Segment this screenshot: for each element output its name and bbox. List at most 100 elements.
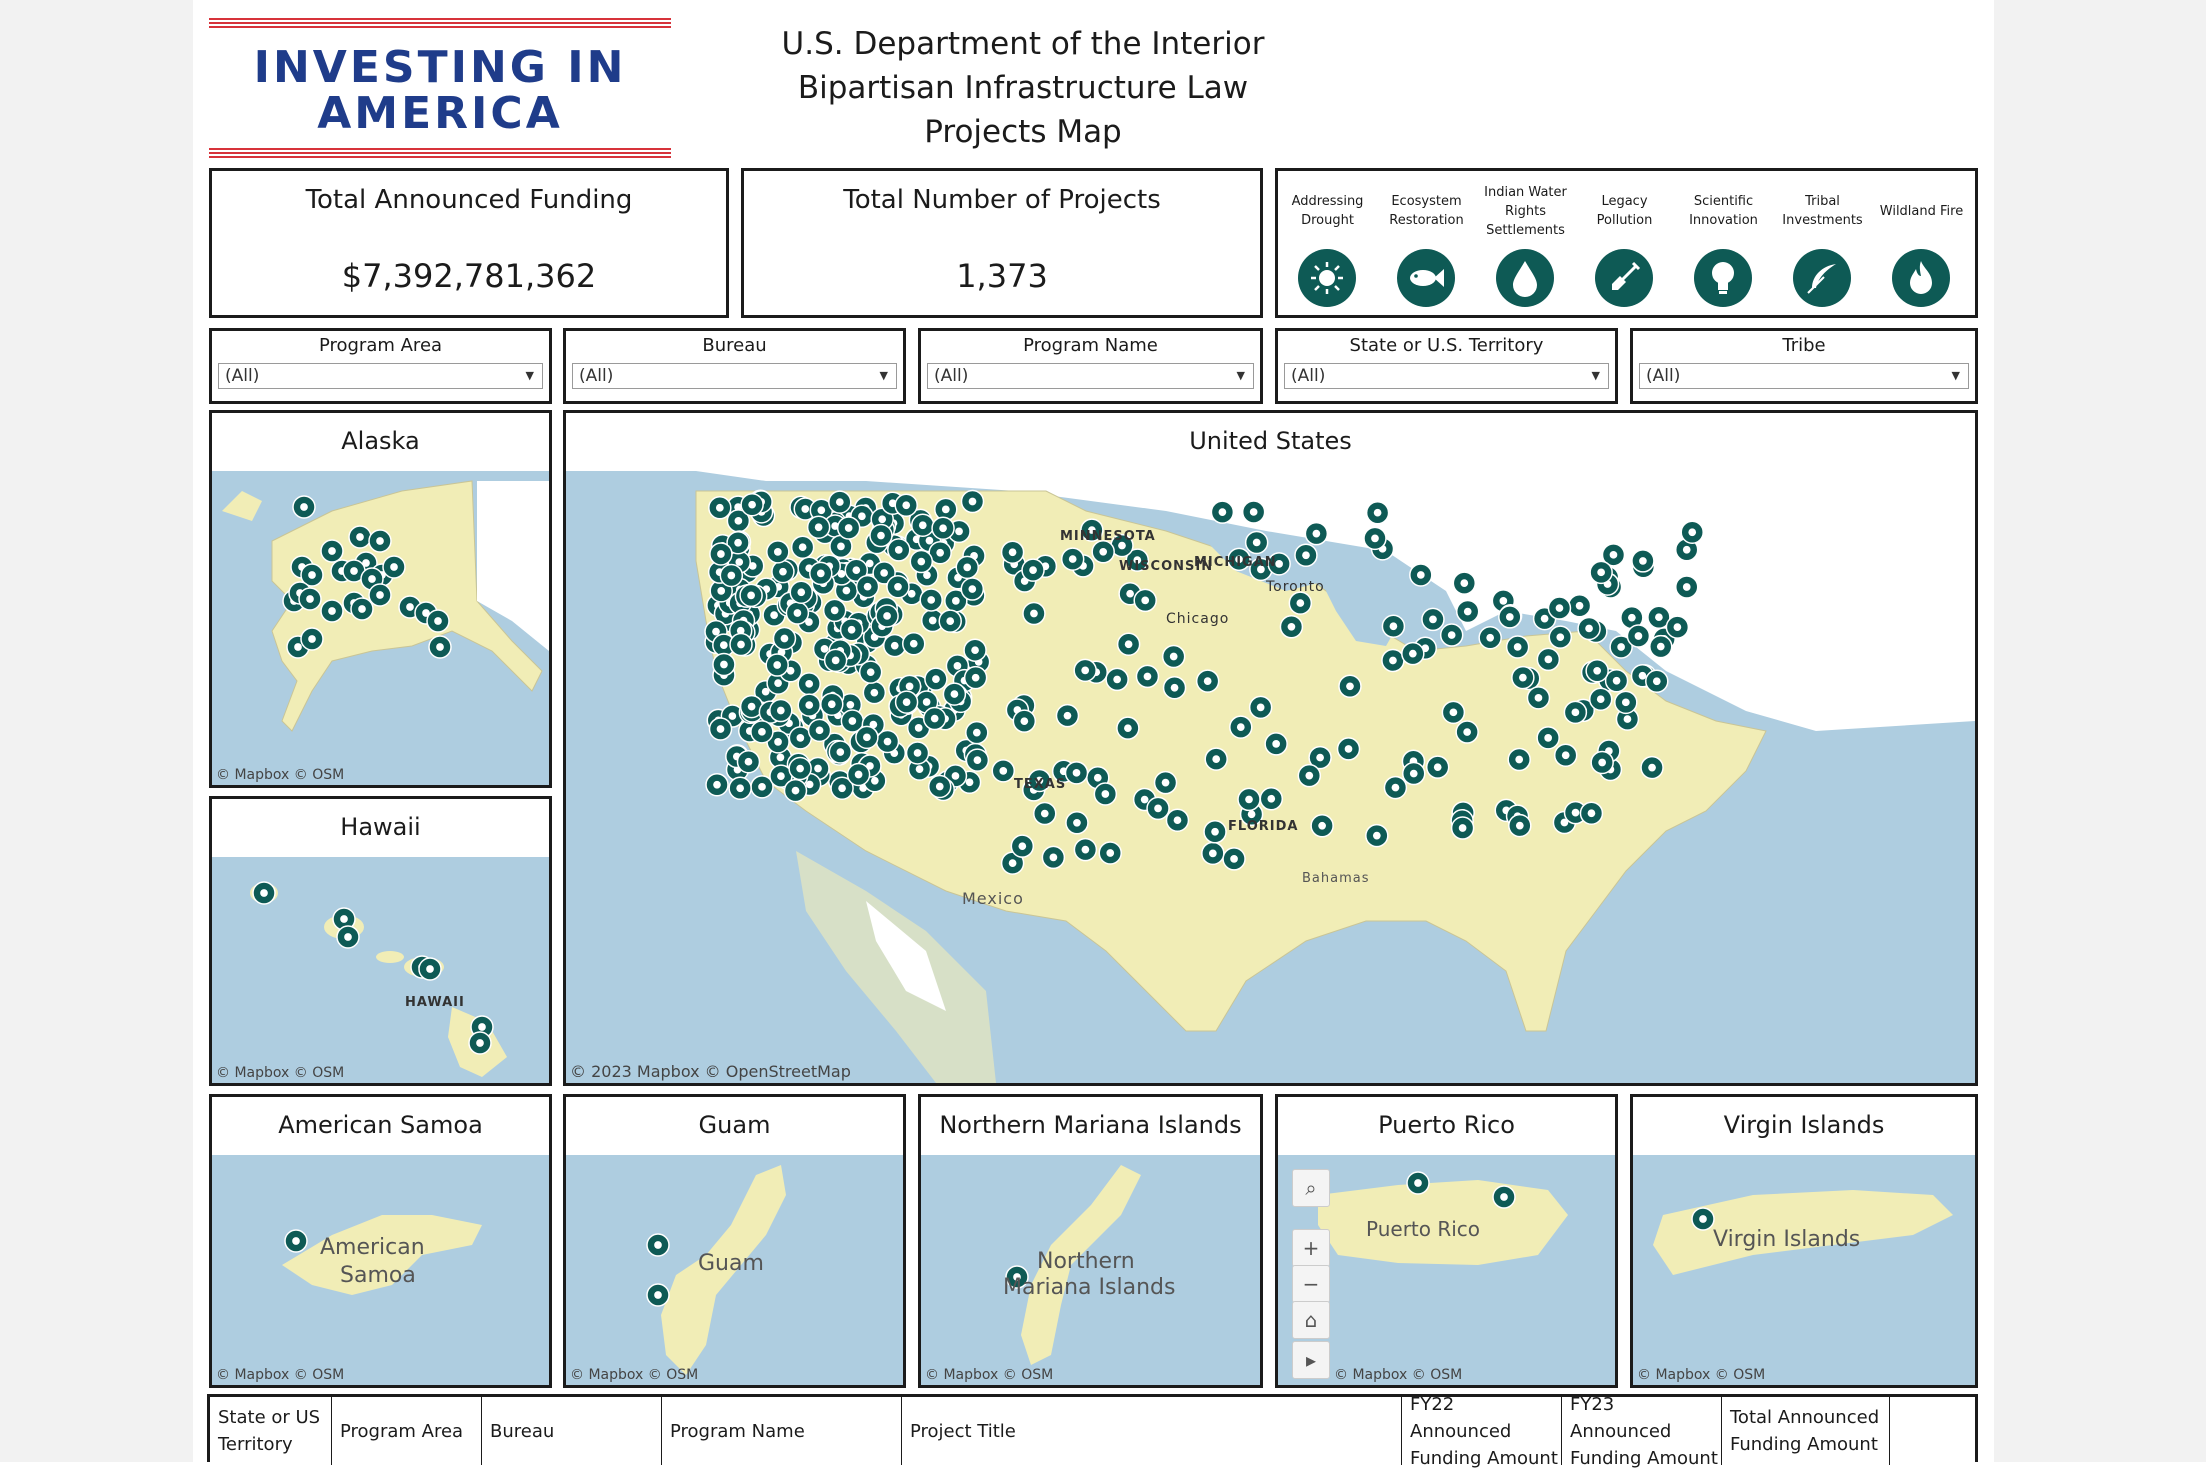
island-label: Guam bbox=[698, 1251, 764, 1276]
project-marker-glyph bbox=[1609, 550, 1618, 559]
project-marker-glyph bbox=[827, 700, 836, 709]
column-header[interactable]: Project Title bbox=[902, 1397, 1402, 1465]
island-label: Samoa bbox=[340, 1263, 416, 1288]
project-marker-glyph bbox=[1252, 538, 1261, 547]
guam-map[interactable]: Guam © Mapbox © OSM bbox=[566, 1155, 903, 1385]
project-marker-glyph bbox=[747, 702, 756, 711]
project-marker-glyph bbox=[965, 778, 974, 787]
project-marker-glyph bbox=[1556, 633, 1565, 642]
search-map-icon[interactable]: ⌕ bbox=[1292, 1169, 1330, 1207]
project-marker-glyph bbox=[968, 497, 977, 506]
caret-down-icon: ▼ bbox=[525, 369, 534, 382]
project-marker-glyph bbox=[1230, 855, 1238, 863]
project-marker-glyph bbox=[736, 784, 744, 793]
legend-label: Tribal Investments bbox=[1782, 194, 1863, 228]
project-marker-glyph bbox=[925, 536, 934, 545]
project-marker-glyph bbox=[1560, 818, 1569, 827]
title-line-3: Projects Map bbox=[924, 114, 1122, 150]
column-header[interactable]: Total Announced Funding Amount bbox=[1722, 1397, 1890, 1465]
us-map[interactable]: MINNESOTA WISCONSIN MICHIGAN Toronto Chi… bbox=[566, 471, 1975, 1083]
project-marker-glyph bbox=[1302, 551, 1310, 560]
legend-addressing-drought[interactable]: Addressing Drought bbox=[1278, 171, 1377, 317]
legend-legacy-pollution[interactable]: Legacy Pollution bbox=[1575, 171, 1674, 317]
project-marker-glyph bbox=[776, 706, 785, 715]
map-attribution: © Mapbox © OSM bbox=[1637, 1367, 1766, 1383]
legend-tribal-investments[interactable]: Tribal Investments bbox=[1773, 171, 1872, 317]
project-marker-glyph bbox=[814, 764, 822, 773]
project-marker-glyph bbox=[1316, 753, 1324, 762]
legend-wildland-fire[interactable]: Wildland Fire bbox=[1872, 171, 1971, 317]
bureau-dropdown[interactable]: (All) ▼ bbox=[572, 363, 897, 389]
virgin-islands-map[interactable]: Virgin Islands © Mapbox © OSM bbox=[1633, 1155, 1975, 1385]
zoom-in-button[interactable]: + bbox=[1292, 1229, 1330, 1267]
project-marker-glyph bbox=[1088, 526, 1096, 534]
project-marker-glyph bbox=[951, 597, 960, 605]
alaska-map[interactable]: © Mapbox © OSM bbox=[212, 471, 549, 785]
project-marker-glyph bbox=[770, 611, 778, 619]
project-marker-glyph bbox=[866, 668, 875, 677]
project-marker-glyph bbox=[1169, 652, 1178, 661]
legend-ecosystem-restoration[interactable]: Ecosystem Restoration bbox=[1377, 171, 1476, 317]
project-marker-glyph bbox=[1008, 859, 1017, 867]
project-marker-glyph bbox=[1113, 675, 1121, 684]
state-territory-dropdown[interactable]: (All) ▼ bbox=[1284, 363, 1609, 389]
project-marker-glyph bbox=[1118, 541, 1126, 550]
project-marker-glyph bbox=[717, 586, 726, 595]
american-samoa-map[interactable]: American Samoa © Mapbox © OSM bbox=[212, 1155, 549, 1385]
virgin-islands-map-panel: Virgin Islands Virgin Islands © Mapbox ©… bbox=[1630, 1094, 1978, 1388]
project-marker-glyph bbox=[973, 756, 982, 764]
project-marker-glyph bbox=[963, 563, 972, 572]
logo-top-stripes bbox=[209, 18, 671, 28]
project-marker-glyph bbox=[1161, 778, 1170, 787]
filter-tribe: Tribe (All) ▼ bbox=[1630, 328, 1978, 404]
project-marker-glyph bbox=[773, 548, 782, 556]
column-header[interactable]: FY22 Announced Funding Amount bbox=[1402, 1394, 1562, 1469]
column-header[interactable]: State or US Territory bbox=[210, 1397, 332, 1465]
project-marker-glyph bbox=[358, 605, 366, 613]
column-header[interactable]: Bureau bbox=[482, 1397, 662, 1465]
filter-label: Program Name bbox=[1023, 335, 1158, 356]
hawaii-map-panel: Hawaii HAWAII © Mapbox © OSM bbox=[209, 796, 552, 1086]
program-name-dropdown[interactable]: (All) ▼ bbox=[927, 363, 1254, 389]
tribe-dropdown[interactable]: (All) ▼ bbox=[1639, 363, 1969, 389]
home-icon[interactable]: ⌂ bbox=[1292, 1301, 1330, 1339]
project-marker-glyph bbox=[436, 643, 444, 651]
project-marker-glyph bbox=[737, 640, 745, 649]
hawaii-map[interactable]: HAWAII © Mapbox © OSM bbox=[212, 857, 549, 1083]
project-marker-glyph bbox=[902, 501, 911, 510]
legend-scientific-innovation[interactable]: Scientific Innovation bbox=[1674, 171, 1773, 317]
project-marker-glyph bbox=[1460, 579, 1469, 587]
play-icon[interactable]: ▸ bbox=[1292, 1341, 1330, 1379]
project-marker-glyph bbox=[917, 557, 926, 566]
project-marker-glyph bbox=[1154, 804, 1162, 813]
filter-label: Bureau bbox=[702, 335, 767, 356]
project-marker-glyph bbox=[890, 641, 899, 650]
legend-label: Scientific Innovation bbox=[1689, 194, 1758, 228]
project-marker-glyph bbox=[883, 737, 892, 746]
project-marker-glyph bbox=[1312, 529, 1321, 538]
project-marker-glyph bbox=[308, 635, 316, 643]
project-marker-glyph bbox=[909, 639, 918, 648]
legend-indian-water-rights[interactable]: Indian Water Rights Settlements bbox=[1476, 171, 1575, 317]
column-header[interactable]: Program Name bbox=[662, 1397, 902, 1465]
project-marker-glyph bbox=[1143, 672, 1152, 681]
project-marker-glyph bbox=[1018, 842, 1027, 851]
northern-mariana-map[interactable]: Northern Mariana Islands © Mapbox © OSM bbox=[921, 1155, 1260, 1385]
project-marker-glyph bbox=[1515, 821, 1524, 830]
map-attribution: © Mapbox © OSM bbox=[925, 1367, 1054, 1383]
project-marker-glyph bbox=[935, 782, 944, 791]
project-marker-glyph bbox=[791, 786, 800, 795]
project-marker-glyph bbox=[968, 585, 977, 593]
project-marker-glyph bbox=[376, 537, 384, 545]
project-marker-glyph bbox=[1682, 583, 1691, 591]
column-header[interactable]: Program Area bbox=[332, 1397, 482, 1465]
zoom-out-button[interactable]: − bbox=[1292, 1265, 1330, 1303]
program-area-dropdown[interactable]: (All) ▼ bbox=[218, 363, 543, 389]
project-marker-glyph bbox=[1029, 566, 1037, 575]
project-marker-glyph bbox=[1247, 810, 1256, 819]
project-marker-glyph bbox=[798, 543, 807, 552]
column-header[interactable]: FY23 Announced Funding Amount bbox=[1562, 1394, 1722, 1469]
puerto-rico-map[interactable]: Puerto Rico ⌕ + − ⌂ ▸ © Mapbox © OSM bbox=[1278, 1155, 1615, 1385]
total-funding-label: Total Announced Funding bbox=[305, 185, 633, 215]
project-marker-glyph bbox=[1073, 818, 1081, 827]
